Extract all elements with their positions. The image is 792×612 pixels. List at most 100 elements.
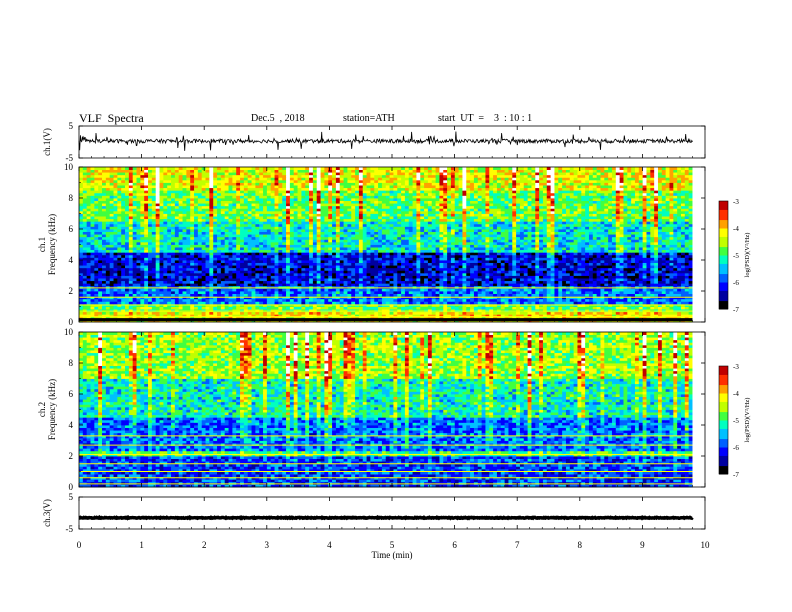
spectrogram-cell xyxy=(662,265,666,268)
spectrogram-cell xyxy=(336,255,340,258)
spectrogram-cell xyxy=(347,270,351,273)
spectrogram-cell xyxy=(79,255,83,258)
spectrogram-cell xyxy=(482,276,486,279)
spectrogram-cell xyxy=(286,257,290,260)
spectrogram-cell xyxy=(294,252,298,255)
spectrogram-cell xyxy=(459,245,463,248)
spectrogram-cell xyxy=(493,273,497,276)
spectrogram-cell xyxy=(551,252,555,255)
spectrogram-cell xyxy=(263,245,267,248)
spectrogram-cell xyxy=(420,278,424,281)
spectrogram-cell xyxy=(259,255,263,258)
spectrogram-cell xyxy=(416,281,420,284)
spectrogram-cell xyxy=(470,283,474,286)
spectrogram-cell xyxy=(175,255,179,258)
spectrogram-cell xyxy=(294,247,298,250)
spectrogram-cell xyxy=(340,312,344,315)
spectrogram-cell xyxy=(593,273,597,276)
spectrogram-cell xyxy=(558,263,562,266)
spectrogram-cell xyxy=(520,307,524,310)
spectrogram-cell xyxy=(133,281,137,284)
spectrogram-cell xyxy=(156,245,160,248)
spectrogram-cell xyxy=(508,252,512,255)
spectrogram-cell xyxy=(355,263,359,266)
spectrogram-cell xyxy=(393,278,397,281)
spectrogram-cell xyxy=(482,265,486,268)
spectrogram-cell xyxy=(650,291,654,294)
spectrogram-cell xyxy=(171,278,175,281)
spectrogram-cell xyxy=(290,281,294,284)
spectrogram-cell xyxy=(91,255,95,258)
spectrogram-cell xyxy=(286,291,290,294)
spectrogram-cell xyxy=(351,247,355,250)
spectrogram-cell xyxy=(355,299,359,302)
spectrogram-cell xyxy=(121,239,125,242)
spectrogram-cell xyxy=(482,260,486,263)
spectrogram-cell xyxy=(512,288,516,291)
spectrogram-cell xyxy=(608,294,612,297)
spectrogram-cell xyxy=(140,273,144,276)
spectrogram-cell xyxy=(324,250,328,253)
spectrogram-cell xyxy=(635,245,639,248)
spectrogram-cell xyxy=(359,294,363,297)
spectrogram-cell xyxy=(186,270,190,273)
spectrogram-cell xyxy=(405,265,409,268)
spectrogram-cell xyxy=(252,265,256,268)
spectrogram-cell xyxy=(677,281,681,284)
spectrogram-cell xyxy=(179,239,183,242)
spectrogram-cell xyxy=(121,312,125,315)
spectrogram-cell xyxy=(612,288,616,291)
spectrogram-cell xyxy=(198,278,202,281)
spectrogram-cell xyxy=(489,257,493,260)
spectrogram-cell xyxy=(669,247,673,250)
spectrogram-cell xyxy=(393,255,397,258)
spectrogram-cell xyxy=(401,270,405,273)
spectrogram-cell xyxy=(313,278,317,281)
spectrogram-cell xyxy=(144,257,148,260)
spectrogram-cell xyxy=(386,291,390,294)
spectrogram-cell xyxy=(175,265,179,268)
spectrogram-cell xyxy=(455,278,459,281)
spectrogram-cell xyxy=(309,281,313,284)
spectrogram-cell xyxy=(397,273,401,276)
spectrogram-cell xyxy=(439,281,443,284)
spectrogram-cell xyxy=(485,273,489,276)
spectrogram-cell xyxy=(455,291,459,294)
spectrogram-cell xyxy=(336,247,340,250)
spectrogram-cell xyxy=(643,252,647,255)
spectrogram-cell xyxy=(436,291,440,294)
spectrogram-cell xyxy=(232,257,236,260)
spectrogram-cell xyxy=(413,260,417,263)
spectrogram-cell xyxy=(370,250,374,253)
spectrogram-cell xyxy=(255,312,259,315)
spectrogram-cell xyxy=(685,307,689,310)
spectrogram-cell xyxy=(94,294,98,297)
spectrogram-cell xyxy=(673,245,677,248)
spectrogram-cell xyxy=(566,288,570,291)
spectrogram-cell xyxy=(493,307,497,310)
spectrogram-cell xyxy=(497,301,501,304)
spectrogram-cell xyxy=(183,294,187,297)
spectrogram-cell xyxy=(451,270,455,273)
spectrogram-cell xyxy=(186,307,190,310)
spectrogram-cell xyxy=(198,260,202,263)
spectrogram-cell xyxy=(275,312,279,315)
spectrogram-cell xyxy=(186,299,190,302)
spectrogram-cell xyxy=(202,270,206,273)
spectrogram-cell xyxy=(340,245,344,248)
spectrogram-cell xyxy=(190,239,194,242)
spectrogram-cell xyxy=(673,276,677,279)
spectrogram-cell xyxy=(267,301,271,304)
spectrogram-cell xyxy=(255,260,259,263)
spectrogram-cell xyxy=(405,263,409,266)
spectrogram-cell xyxy=(397,299,401,302)
spectrogram-cell xyxy=(620,245,624,248)
spectrogram-cell xyxy=(137,276,141,279)
spectrogram-cell xyxy=(171,299,175,302)
spectrogram-cell xyxy=(140,242,144,245)
spectrogram-cell xyxy=(589,245,593,248)
spectrogram-cell xyxy=(206,288,210,291)
spectrogram-cell xyxy=(244,281,248,284)
spectrogram-cell xyxy=(252,260,256,263)
